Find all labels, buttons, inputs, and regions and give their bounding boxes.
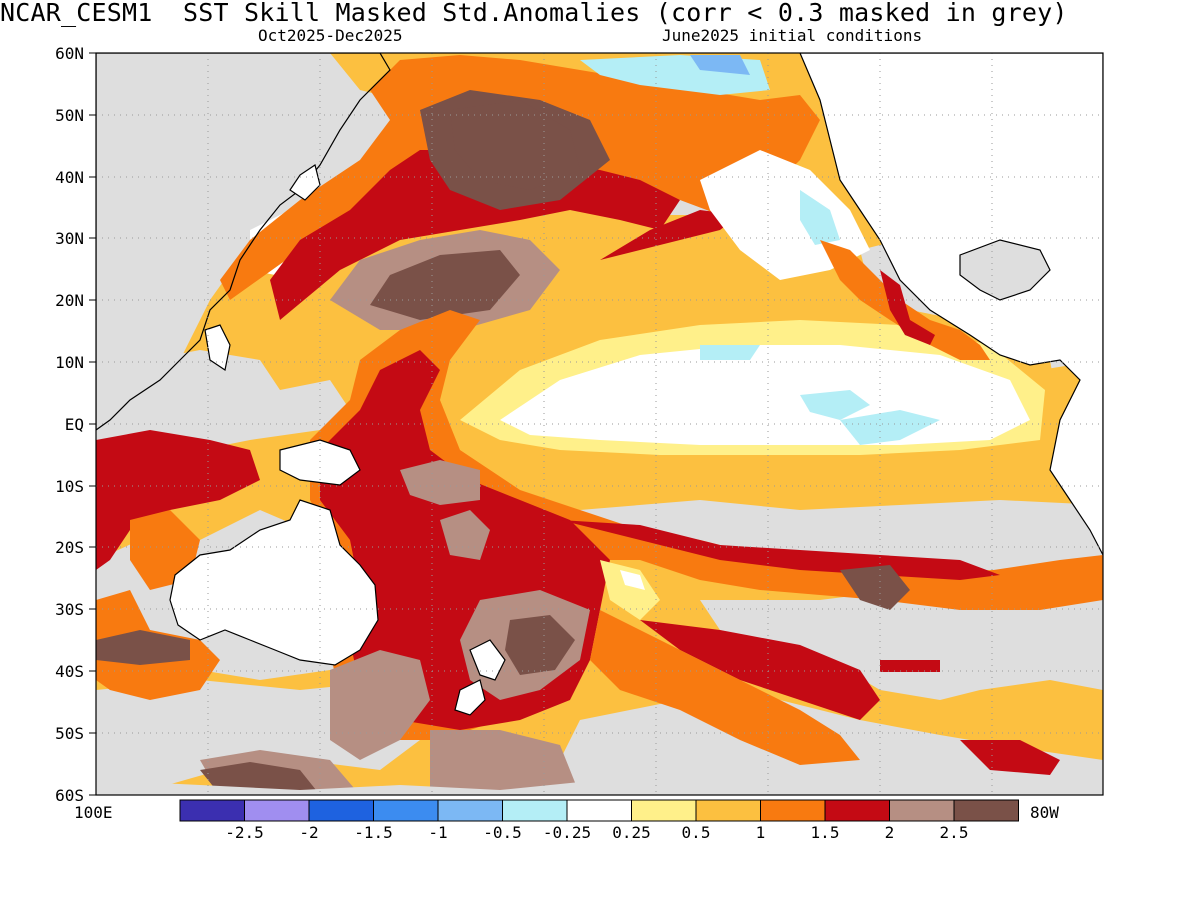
colorbar — [179, 799, 1019, 822]
lat-label-30n: 30N — [55, 229, 84, 248]
colorbar-box-1 — [244, 799, 310, 822]
colorbar-box-6 — [566, 799, 632, 822]
lat-label-20n: 20N — [55, 291, 84, 310]
colorbar-box-4 — [437, 799, 503, 822]
colorbar-label: 0.25 — [612, 823, 651, 842]
forecast-period: Oct2025-Dec2025 — [258, 26, 403, 45]
colorbar-label: -0.25 — [542, 823, 592, 842]
chart-title: NCAR_CESM1 SST Skill Masked Std.Anomalie… — [0, 0, 1068, 27]
lat-ticks — [89, 52, 96, 796]
lat-label-50s: 50S — [55, 724, 84, 743]
lat-label-eq: EQ — [64, 415, 84, 434]
colorbar-box-0 — [179, 799, 245, 822]
colorbar-label: 0.5 — [681, 823, 711, 842]
colorbar-label: -1 — [428, 823, 448, 842]
lat-lon-grid — [96, 53, 1103, 795]
colorbar-label: -0.5 — [483, 823, 522, 842]
lat-label-50n: 50N — [55, 106, 84, 125]
colorbar-label: 2 — [884, 823, 895, 842]
lat-label-10n: 10N — [55, 353, 84, 372]
lat-label-40s: 40S — [55, 662, 84, 681]
lat-label-30s: 30S — [55, 600, 84, 619]
colorbar-box-2 — [308, 799, 374, 822]
colorbar-box-9 — [760, 799, 826, 822]
land-outlines — [96, 53, 1103, 716]
initial-conditions: June2025 initial conditions — [662, 26, 923, 45]
colorbar-box-8 — [695, 799, 761, 822]
colorbar-box-11 — [889, 799, 955, 822]
lat-label-60s: 60S — [55, 786, 84, 805]
colorbar-label: 1 — [755, 823, 766, 842]
colorbar-box-10 — [824, 799, 890, 822]
lat-label-20s: 20S — [55, 538, 84, 557]
colorbar-box-5 — [502, 799, 568, 822]
lat-label-60n: 60N — [55, 44, 84, 63]
lat-label-40n: 40N — [55, 168, 84, 187]
colorbar-label: -2.5 — [225, 823, 264, 842]
colorbar-label: 2.5 — [939, 823, 969, 842]
colorbar-box-3 — [373, 799, 439, 822]
colorbar-box-12 — [953, 799, 1019, 822]
lon-label-right: 80W — [1030, 803, 1059, 822]
colorbar-box-7 — [631, 799, 697, 822]
lat-label-10s: 10S — [55, 477, 84, 496]
lon-label-left: 100E — [74, 803, 113, 822]
colorbar-label: -1.5 — [354, 823, 393, 842]
colorbar-label: 1.5 — [810, 823, 840, 842]
map-field — [96, 53, 1103, 795]
colorbar-label: -2 — [299, 823, 319, 842]
